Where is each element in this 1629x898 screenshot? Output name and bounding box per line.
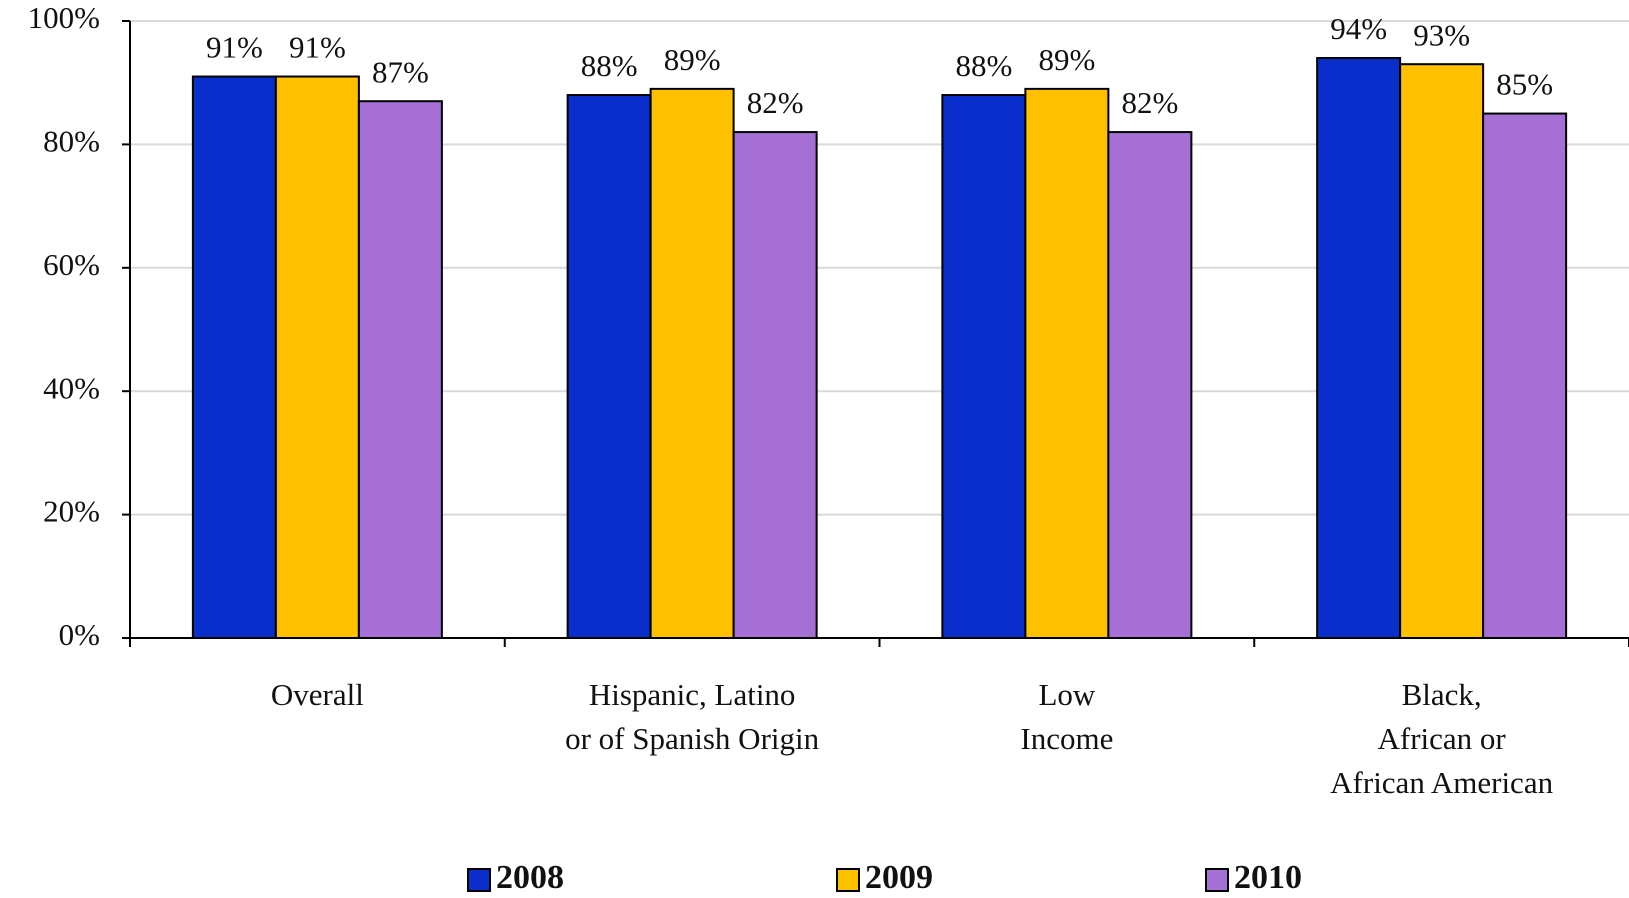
- legend-label: 2010: [1234, 859, 1302, 896]
- bar: [732, 131, 818, 639]
- y-tick-label: 60%: [43, 247, 100, 282]
- value-label: 91%: [206, 30, 263, 65]
- x-tick-label: Low Income: [1020, 677, 1113, 756]
- y-tick-label: 40%: [43, 370, 100, 405]
- y-tick-label: 0%: [59, 617, 100, 652]
- legend-swatch: [836, 868, 860, 892]
- value-label: 88%: [581, 48, 638, 83]
- value-label: 82%: [1121, 85, 1178, 120]
- bar: [1107, 131, 1193, 639]
- bar: [274, 75, 360, 639]
- legend-label: 2009: [865, 859, 933, 896]
- value-label: 87%: [372, 54, 429, 89]
- bar: [941, 94, 1027, 640]
- bar: [1024, 87, 1110, 640]
- bar: [357, 100, 443, 639]
- value-label: 93%: [1413, 17, 1470, 52]
- legend-swatch: [467, 868, 491, 892]
- value-label: 94%: [1330, 11, 1387, 46]
- bar: [1482, 112, 1568, 640]
- value-label: 85%: [1496, 67, 1553, 102]
- legend-label: 2008: [496, 859, 564, 896]
- legend-swatch: [1205, 868, 1229, 892]
- value-label: 88%: [955, 48, 1012, 83]
- value-label: 89%: [1038, 42, 1095, 77]
- value-label: 91%: [289, 30, 346, 65]
- x-tick-label: Overall: [271, 677, 364, 712]
- y-tick-label: 20%: [43, 494, 100, 529]
- y-tick-label: 80%: [43, 124, 100, 159]
- bar: [1399, 63, 1485, 639]
- bar: [191, 75, 277, 639]
- x-tick-label: Hispanic, Latino or of Spanish Origin: [565, 677, 820, 756]
- bar: [566, 94, 652, 640]
- y-tick-label: 100%: [28, 0, 100, 35]
- value-label: 82%: [747, 85, 804, 120]
- x-tick-label: Black, African or African American: [1330, 677, 1553, 800]
- bar: [649, 87, 735, 640]
- value-label: 89%: [664, 42, 721, 77]
- bar: [1316, 57, 1402, 639]
